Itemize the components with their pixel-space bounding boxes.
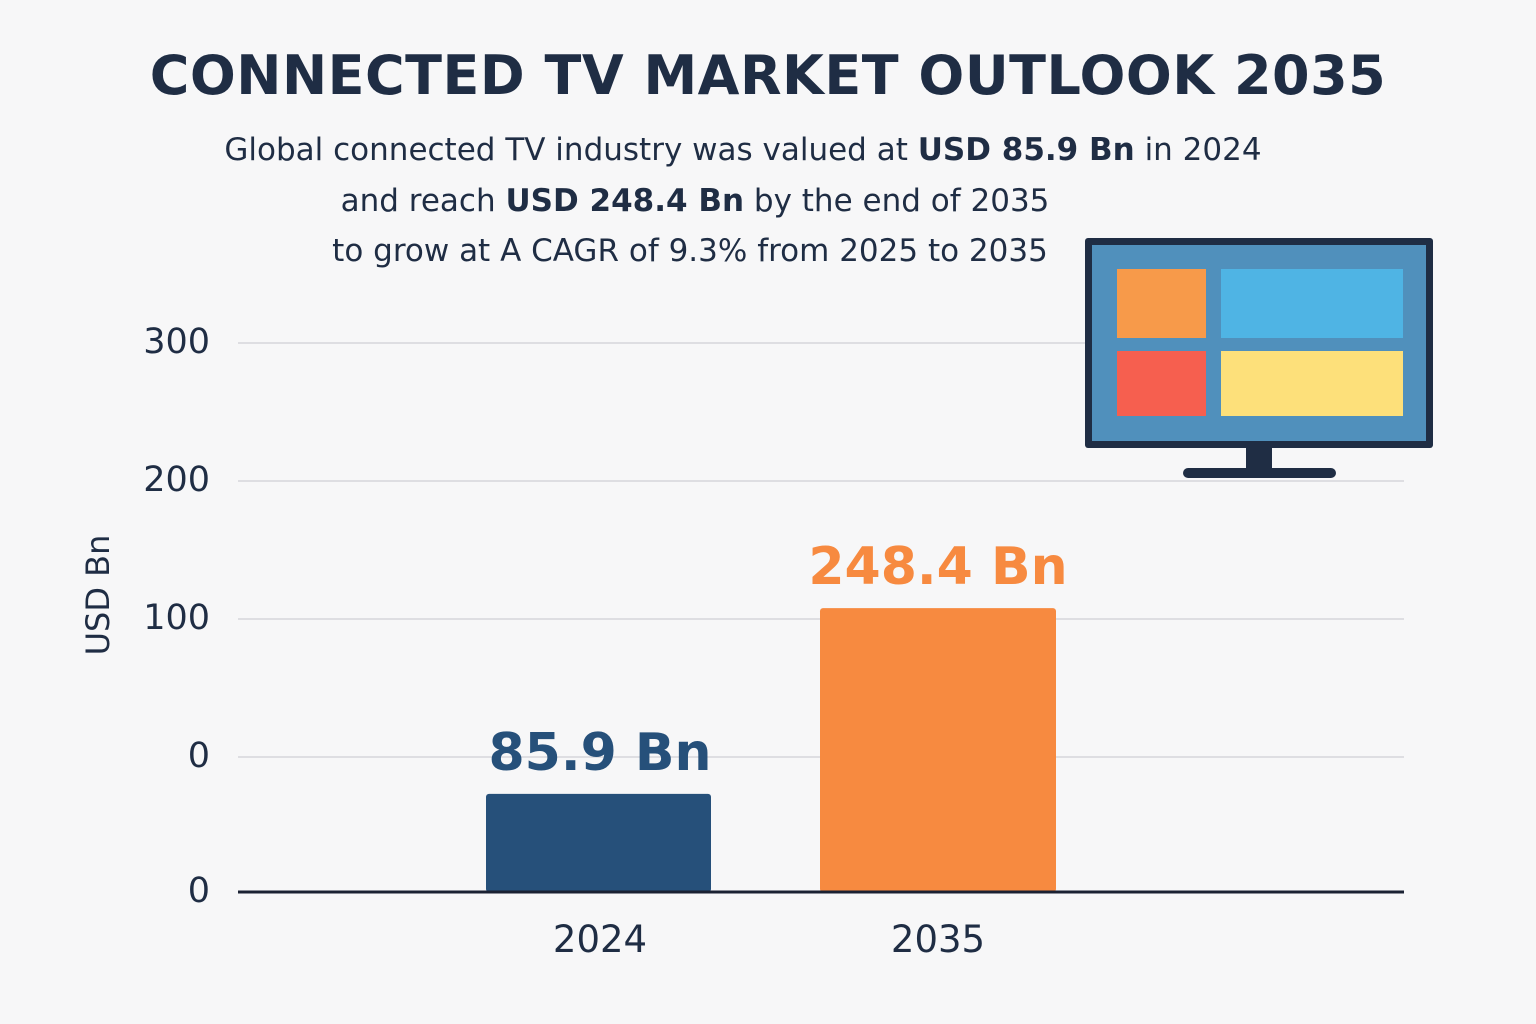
tv-icon xyxy=(1085,238,1433,478)
x-tick-label: 2024 xyxy=(553,918,647,961)
y-tick-label: 0 xyxy=(188,871,210,911)
bar-2024 xyxy=(486,793,711,892)
bar-value-label: 248.4 Bn xyxy=(808,537,1067,597)
subtitle-text: and reach xyxy=(340,183,506,219)
subtitle-line-1: Global connected TV industry was valued … xyxy=(0,132,1486,168)
subtitle-highlight: USD 248.4 Bn xyxy=(505,183,745,219)
subtitle-line-3: to grow at A CAGR of 9.3% from 2025 to 2… xyxy=(332,233,1048,269)
subtitle-text: Global connected TV industry was valued … xyxy=(224,132,918,168)
tv-tile xyxy=(1221,269,1403,338)
y-axis-ticks: 0 0 100 200 300 xyxy=(143,322,210,911)
y-tick-label: 300 xyxy=(143,322,210,362)
tv-tile xyxy=(1117,351,1206,416)
subtitle-line-2: and reach USD 248.4 Bn by the end of 203… xyxy=(0,183,1390,219)
x-tick-label: 2035 xyxy=(891,918,985,961)
bars: 85.9 Bn 2024 248.4 Bn 2035 xyxy=(486,537,1068,961)
subtitle-text: by the end of 2035 xyxy=(744,183,1050,219)
tv-tile xyxy=(1117,269,1206,338)
subtitle-highlight: USD 85.9 Bn xyxy=(917,132,1135,168)
bar-2035 xyxy=(820,608,1056,892)
tv-tile xyxy=(1221,351,1403,416)
y-tick-label: 0 xyxy=(188,736,210,776)
bar-value-label: 85.9 Bn xyxy=(488,723,711,783)
subtitle-text: in 2024 xyxy=(1134,132,1262,168)
y-tick-label: 200 xyxy=(143,460,210,500)
chart-title: CONNECTED TV MARKET OUTLOOK 2035 xyxy=(149,44,1387,107)
y-tick-label: 100 xyxy=(143,598,210,638)
y-axis-label: USD Bn xyxy=(79,535,117,656)
